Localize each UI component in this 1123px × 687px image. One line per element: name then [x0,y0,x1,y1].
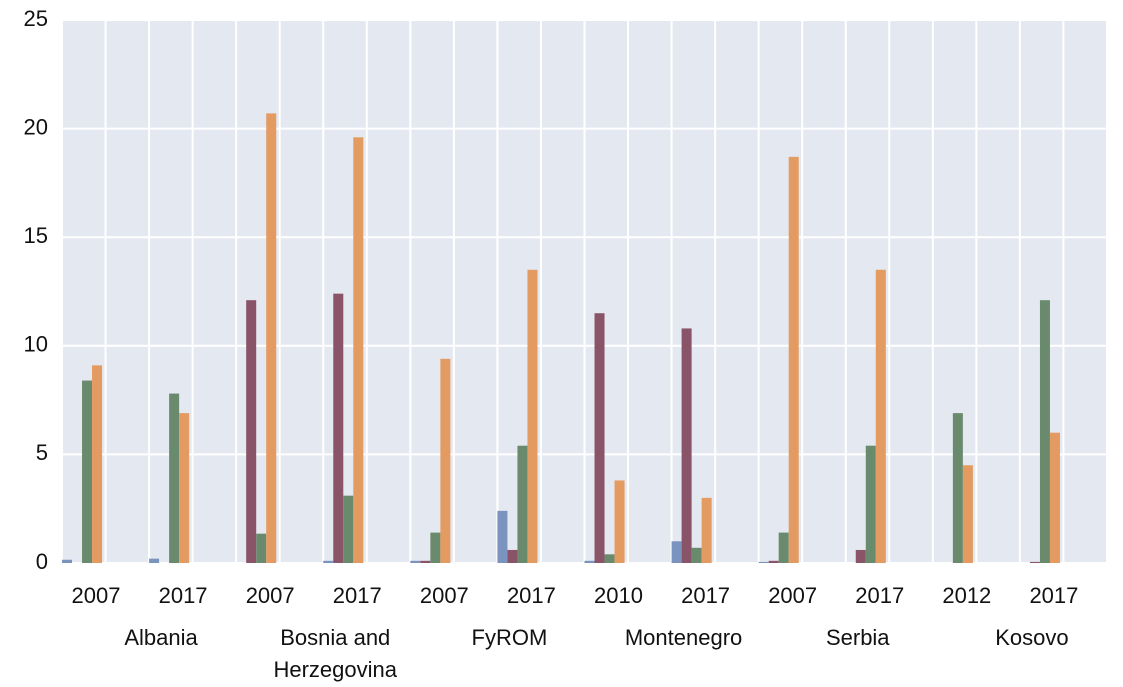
bar [1029,561,1040,563]
bar [671,541,682,563]
x-tick-label: 2007 [768,583,817,608]
x-tick-label: 2017 [1029,583,1078,608]
bar [440,358,451,563]
bar [430,532,441,563]
bar [681,328,692,563]
x-tick-label: 2007 [72,583,121,608]
bar [410,560,421,563]
bar [323,560,334,563]
bar [62,559,73,563]
bar [952,413,963,563]
bar [778,532,789,563]
y-tick-label: 20 [24,114,48,139]
x-tick-label: 2007 [246,583,295,608]
y-tick-label: 10 [24,332,48,357]
bar [246,300,257,563]
bar [333,293,344,563]
bar [1049,432,1060,563]
x-tick-label: 2012 [942,583,991,608]
bar [420,560,431,563]
bar [614,480,625,563]
x-tick-label: 2007 [420,583,469,608]
bar [865,445,876,563]
bar [1039,300,1050,563]
y-tick-label: 0 [36,549,48,574]
x-tick-label: 2017 [681,583,730,608]
group-label: FyROM [471,625,548,650]
bar [507,549,518,563]
bar [149,558,160,563]
bar [701,497,712,563]
bar [594,313,605,563]
bar [875,269,886,563]
x-tick-label: 2010 [594,583,643,608]
bar [92,365,103,563]
x-tick-label: 2017 [855,583,904,608]
group-label: Kosovo [995,625,1069,650]
y-tick-label: 5 [36,440,48,465]
x-tick-label: 2017 [507,583,556,608]
bar [517,445,528,563]
bar [353,137,364,563]
bar [768,560,779,563]
bar [256,533,267,563]
bar [179,413,190,563]
y-tick-label: 15 [24,223,48,248]
bar [584,560,595,563]
x-tick-label: 2017 [159,583,208,608]
group-label: Bosnia and Herzegovina [273,625,397,682]
bar [604,554,615,563]
bar [788,156,799,563]
group-label: Albania [124,625,198,650]
bar [855,549,866,563]
bar [497,510,508,563]
bar [962,465,973,563]
y-tick-label: 25 [24,6,48,31]
bar [169,393,180,563]
bar [691,547,702,563]
bar [527,269,538,563]
group-label: Serbia [825,625,890,650]
bar [266,113,277,564]
x-tick-label: 2017 [333,583,382,608]
bar [343,495,354,563]
group-label: Montenegro [624,625,743,650]
bar [758,561,769,563]
bar [82,380,93,563]
